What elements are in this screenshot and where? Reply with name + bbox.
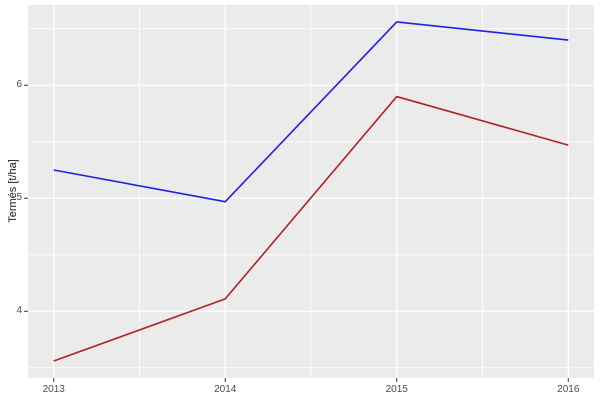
series-line-red-series [53,95,569,362]
y-axis-title: Termés [t/ha] [7,159,19,223]
series-line-blue-series [53,21,569,203]
